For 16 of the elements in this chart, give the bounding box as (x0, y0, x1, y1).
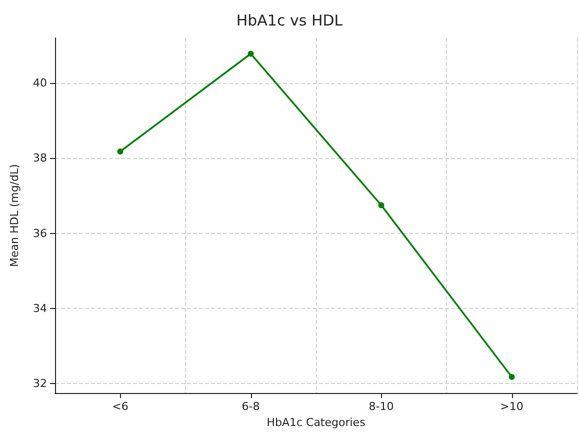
x-tick-label: <6 (112, 400, 128, 414)
y-axis-title: Mean HDL (mg/dL) (8, 164, 21, 268)
x-axis-title: HbA1c Categories (266, 416, 366, 429)
y-tick-label: 34 (33, 302, 47, 316)
point (508, 374, 515, 380)
x-tick-label: >10 (500, 400, 524, 414)
y-tick-label: 32 (33, 377, 47, 390)
y-tick-label: 36 (33, 226, 47, 240)
point (117, 148, 124, 154)
y-tick-label: 38 (33, 152, 47, 165)
x-tick-label: 6-8 (242, 400, 260, 414)
y-tick-label: 40 (33, 76, 47, 90)
chart-title: HbA1c vs HDL (236, 12, 344, 30)
x-tick-label: 8-10 (368, 400, 394, 414)
point (378, 202, 384, 208)
point (248, 50, 254, 57)
